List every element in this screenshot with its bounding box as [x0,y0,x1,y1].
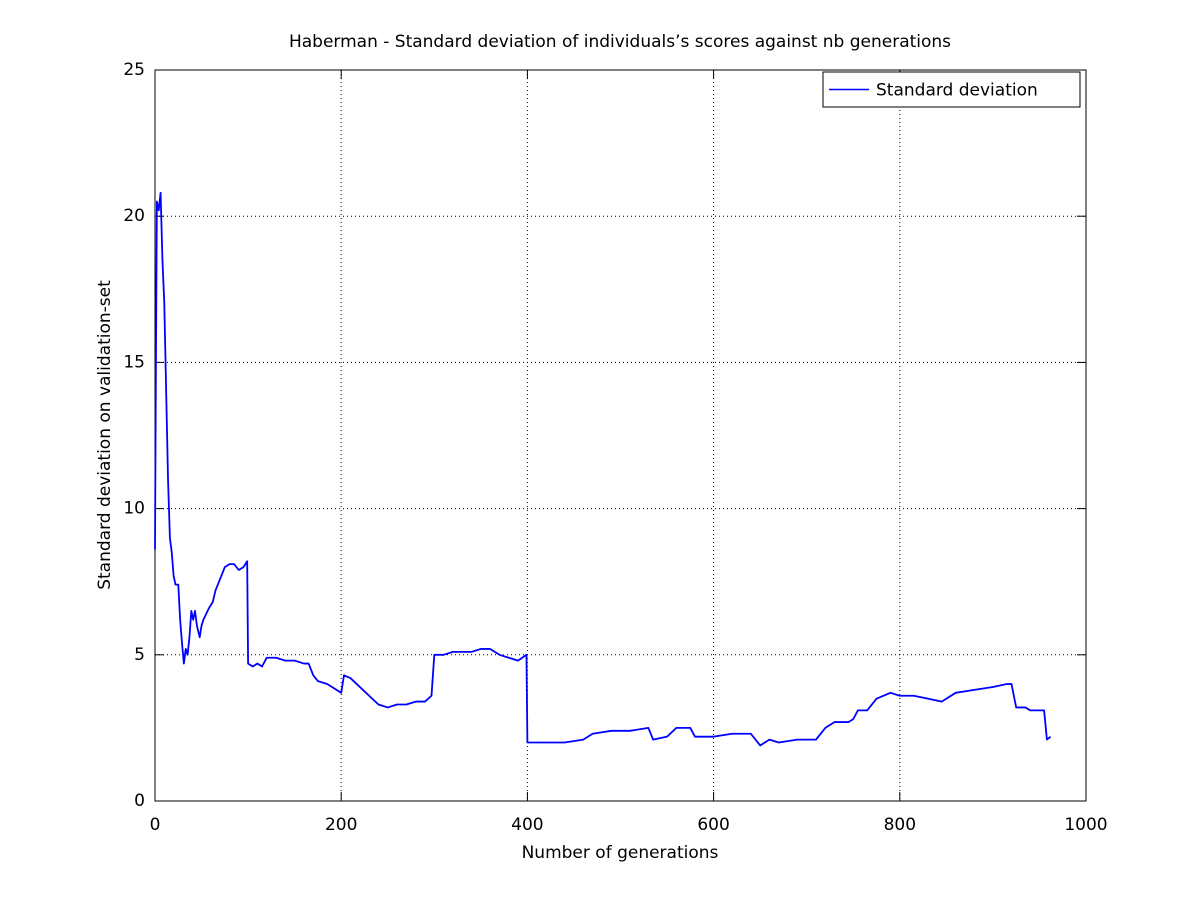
y-tick-label: 25 [123,60,145,80]
x-tick-label: 600 [697,815,729,835]
y-tick-label: 20 [123,206,145,226]
chart-title: Haberman - Standard deviation of individ… [289,32,951,52]
y-axis-label: Standard deviation on validation-set [95,280,115,590]
y-tick-label: 0 [134,791,145,811]
x-axis-label: Number of generations [522,843,719,863]
legend-label: Standard deviation [876,81,1038,101]
data-line [154,191,1052,747]
x-tick-label: 800 [884,815,916,835]
x-tick-label: 1000 [1064,815,1107,835]
y-tick-label: 10 [123,499,145,519]
y-tick-label: 5 [134,645,145,665]
x-tick-label: 400 [511,815,543,835]
x-tick-label: 200 [325,815,357,835]
y-tick-label: 15 [123,352,145,372]
x-tick-label: 0 [150,815,161,835]
